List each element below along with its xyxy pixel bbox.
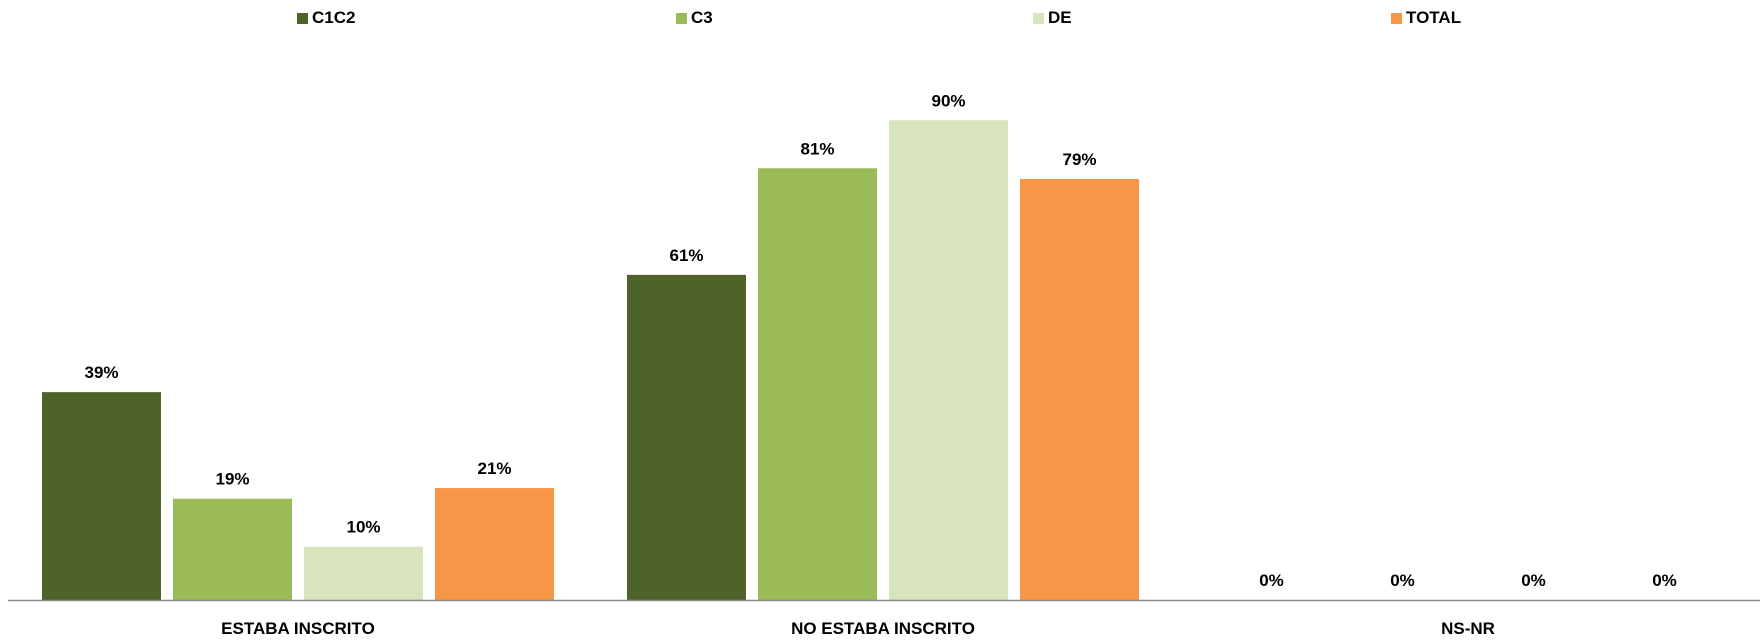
- legend-swatch-c3: [676, 12, 687, 24]
- bar-c1c2-0: [42, 392, 161, 600]
- legend-swatch-de: [1033, 12, 1044, 24]
- data-label-c3-1: 81%: [800, 139, 834, 158]
- legend-label-c1c2: C1C2: [312, 8, 356, 27]
- data-label-c1c2-0: 39%: [84, 363, 118, 382]
- legend-label-c3: C3: [691, 8, 713, 27]
- bar-de-1: [889, 120, 1008, 601]
- legend-item-de: DE: [1033, 8, 1072, 28]
- category-label-0: ESTABA INSCRITO: [221, 619, 375, 638]
- data-label-c3-2: 0%: [1390, 571, 1415, 590]
- bar-c3-1: [758, 168, 877, 600]
- bar-total-1: [1020, 178, 1139, 600]
- data-label-total-1: 79%: [1062, 150, 1096, 169]
- legend-item-c1c2: C1C2: [297, 8, 355, 28]
- data-label-c3-0: 19%: [215, 470, 249, 489]
- legend: C1C2 C3 DE TOTAL: [0, 8, 1760, 32]
- data-label-total-2: 0%: [1652, 571, 1677, 590]
- bar-c1c2-1: [627, 274, 746, 600]
- legend-label-total: TOTAL: [1406, 8, 1462, 27]
- bar-de-0: [304, 546, 423, 600]
- bar-total-0: [435, 488, 554, 600]
- legend-swatch-c1c2: [297, 12, 308, 24]
- data-label-c1c2-2: 0%: [1259, 571, 1284, 590]
- category-label-2: NS-NR: [1441, 619, 1495, 638]
- data-label-c1c2-1: 61%: [669, 246, 703, 265]
- data-label-total-0: 21%: [477, 459, 511, 478]
- legend-item-total: TOTAL: [1391, 8, 1461, 28]
- category-label-1: NO ESTABA INSCRITO: [791, 619, 975, 638]
- data-label-de-0: 10%: [346, 518, 380, 537]
- data-label-de-2: 0%: [1521, 571, 1546, 590]
- data-label-de-1: 90%: [931, 91, 965, 110]
- legend-label-de: DE: [1048, 8, 1072, 27]
- bar-c3-0: [173, 498, 292, 600]
- legend-item-c3: C3: [676, 8, 713, 28]
- legend-swatch-total: [1391, 12, 1402, 24]
